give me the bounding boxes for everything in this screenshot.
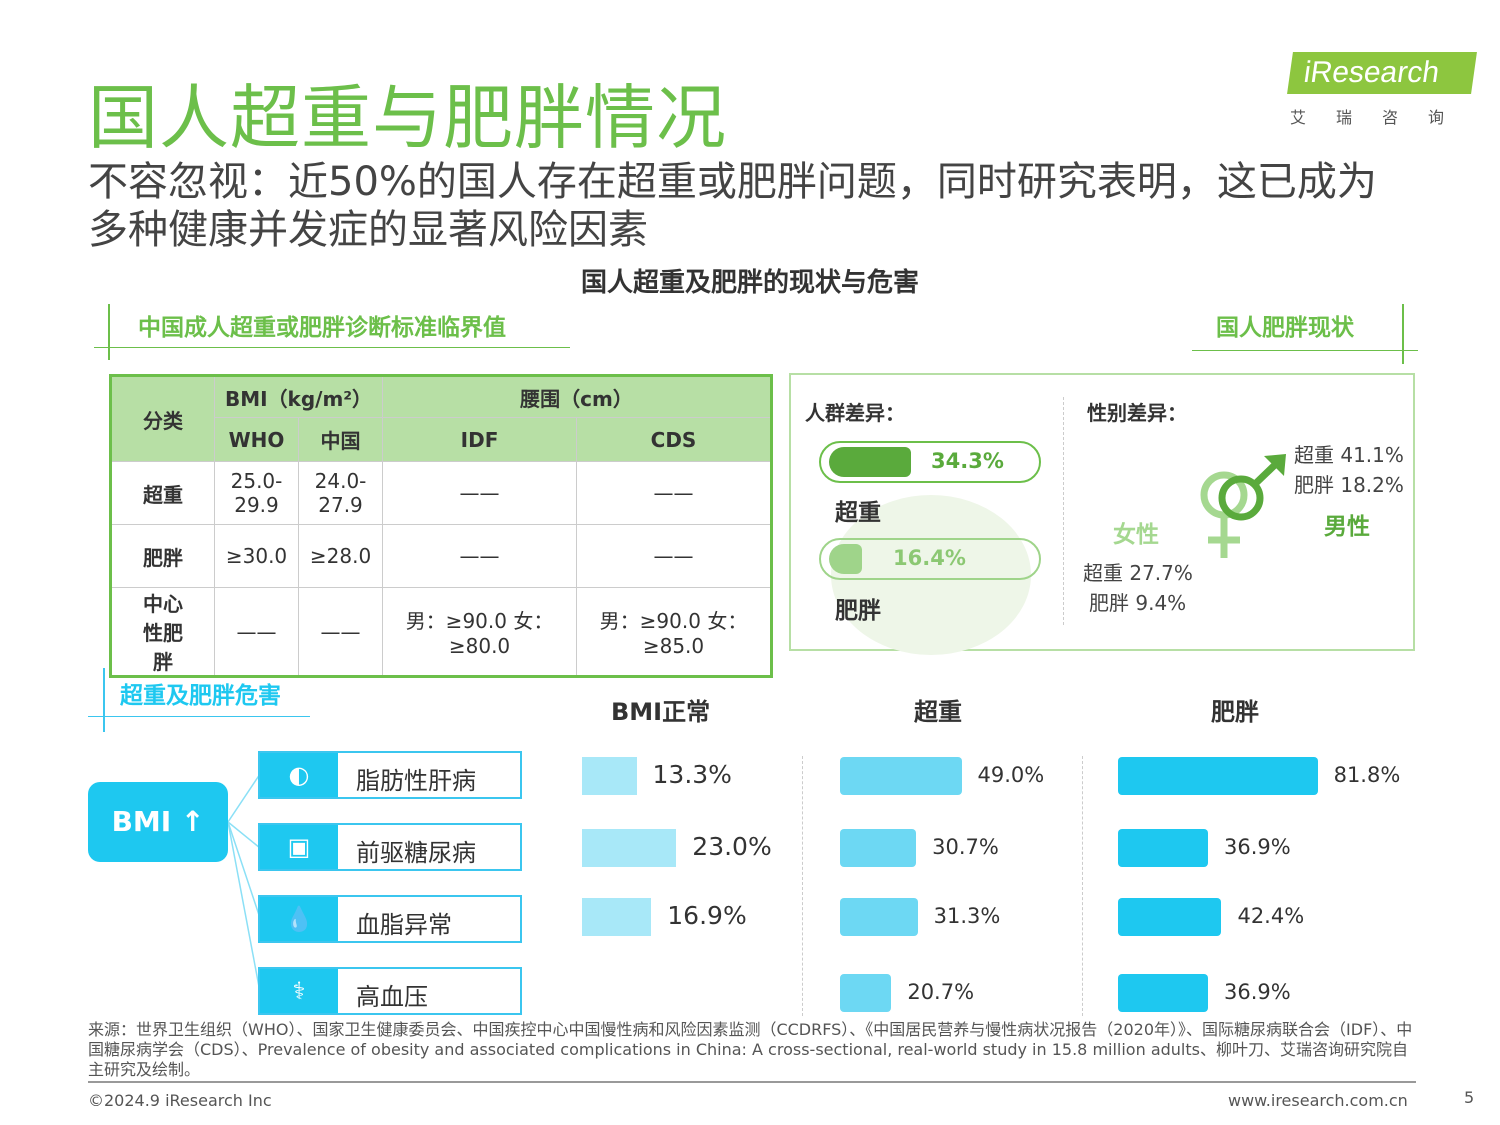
disease-dyslipidemia: 💧 血脂异常 — [258, 895, 522, 943]
cell: —— — [382, 461, 577, 525]
cell: —— — [576, 524, 772, 588]
page-subtitle: 不容忽视：近50%的国人存在超重或肥胖问题，同时研究表明，这已成为多种健康并发症… — [88, 159, 1377, 253]
bar-1-1 — [840, 829, 917, 867]
row-label: 肥胖 — [110, 524, 215, 588]
obese-progress: 16.4% — [819, 538, 1041, 580]
obese-value: 16.4% — [893, 546, 966, 570]
status-heading: 国人肥胖现状 — [1216, 315, 1354, 341]
logo-brand: iResearch — [1287, 52, 1477, 94]
male-label: 男性 — [1324, 514, 1370, 540]
row-label: 超重 — [110, 461, 215, 525]
cell: ≥28.0 — [298, 524, 384, 588]
cell: 男：≥90.0 女：≥85.0 — [576, 587, 772, 677]
disease-hypertension: ⚕ 高血压 — [258, 967, 522, 1015]
bar-label: 20.7% — [907, 980, 975, 1004]
table-row: 肥胖 ≥30.0 ≥28.0 —— —— — [110, 524, 772, 588]
overweight-value: 34.3% — [931, 449, 1004, 473]
gender-symbol-icon — [1200, 454, 1286, 558]
bar-label: 30.7% — [932, 835, 999, 859]
cell: —— — [298, 587, 384, 677]
bar-label: 31.3% — [933, 904, 1001, 928]
overweight-label: 超重 — [835, 500, 881, 526]
bar-2-3 — [1118, 974, 1209, 1012]
disease-label: 高血压 — [356, 983, 428, 1011]
bar-2-0 — [1118, 757, 1318, 795]
source-note: 来源：世界卫生组织（WHO）、国家卫生健康委员会、中国疾控中心中国慢性病和风险因… — [88, 1020, 1413, 1079]
bar-label: 42.4% — [1237, 904, 1305, 928]
status-panel: 人群差异： 34.3% 超重 16.4% 肥胖 性别差异： 女性 超重 27.7… — [789, 373, 1415, 655]
table-row: 中心性肥胖 —— —— 男：≥90.0 女：≥80.0 男：≥90.0 女：≥8… — [110, 587, 772, 677]
criteria-table: 分类 BMI（kg/m²） 腰围（cm） WHO 中国 IDF CDS 超重 2… — [109, 374, 773, 678]
group-waist: 腰围（cm） — [382, 375, 772, 418]
col-who: WHO — [213, 417, 300, 462]
bar-2-2 — [1118, 898, 1222, 936]
liver-icon: ◐ — [260, 753, 338, 797]
overweight-progress: 34.3% — [819, 441, 1041, 483]
col-category: 分类 — [110, 375, 215, 462]
row-label: 中心性肥胖 — [110, 587, 215, 677]
female-obese: 肥胖 9.4% — [1089, 591, 1187, 615]
col-china: 中国 — [298, 417, 384, 462]
col-head-normal: BMI正常 — [611, 698, 711, 726]
male-obese: 肥胖 18.2% — [1294, 473, 1404, 497]
bar-label: 23.0% — [692, 832, 772, 861]
logo-cn: 艾瑞咨询 — [1290, 108, 1475, 127]
bar-label: 36.9% — [1224, 835, 1291, 859]
col-head-overweight: 超重 — [914, 698, 962, 726]
cell: —— — [382, 524, 577, 588]
bar-label: 36.9% — [1224, 980, 1291, 1004]
cell: 24.0-27.9 — [298, 461, 384, 525]
cell: —— — [213, 587, 300, 677]
bar-label: 81.8% — [1333, 763, 1401, 787]
page-title: 国人超重与肥胖情况 — [88, 77, 727, 159]
disease-fatty-liver: ◐ 脂肪性肝病 — [258, 751, 522, 799]
disease-label: 血脂异常 — [356, 911, 452, 939]
cell: 男：≥90.0 女：≥80.0 — [382, 587, 577, 677]
bar-0-1 — [582, 829, 677, 867]
bar-0-2 — [582, 898, 652, 936]
connector-lines — [228, 773, 260, 993]
disease-prediabetes: ▣ 前驱糖尿病 — [258, 823, 522, 871]
criteria-heading: 中国成人超重或肥胖诊断标准临界值 — [138, 315, 506, 341]
male-overweight: 超重 41.1% — [1294, 443, 1404, 467]
bar-1-0 — [840, 757, 962, 795]
table-row: 超重 25.0-29.9 24.0-27.9 —— —— — [110, 461, 772, 525]
page-number: 5 — [1464, 1088, 1475, 1107]
cell: ≥30.0 — [213, 524, 300, 588]
logo: iResearch 艾瑞咨询 — [1287, 52, 1477, 128]
disease-label: 脂肪性肝病 — [356, 767, 476, 795]
bar-2-1 — [1118, 829, 1209, 867]
population-label: 人群差异： — [805, 401, 905, 425]
stethoscope-icon: ⚕ — [260, 969, 338, 1013]
female-label: 女性 — [1113, 522, 1159, 548]
divider — [1063, 397, 1064, 625]
obese-label: 肥胖 — [835, 598, 881, 624]
footer-url[interactable]: www.iresearch.com.cn — [1228, 1091, 1408, 1110]
glucose-meter-icon: ▣ — [260, 825, 338, 869]
group-bmi: BMI（kg/m²） — [213, 375, 384, 418]
col-idf: IDF — [382, 417, 577, 462]
bar-0-0 — [582, 757, 637, 795]
decor-blob — [831, 495, 1031, 655]
female-overweight: 超重 27.7% — [1083, 561, 1193, 585]
section-title: 国人超重及肥胖的现状与危害 — [580, 268, 919, 298]
copyright: ©2024.9 iResearch Inc — [88, 1091, 272, 1110]
blood-drop-icon: 💧 — [260, 897, 338, 941]
bmi-rise-badge: BMI ↑ — [88, 782, 228, 862]
bar-1-2 — [840, 898, 918, 936]
bar-label: 16.9% — [667, 901, 747, 930]
cell: —— — [576, 461, 772, 525]
gender-label: 性别差异： — [1087, 401, 1187, 425]
bar-1-3 — [840, 974, 892, 1012]
col-cds: CDS — [576, 417, 772, 462]
bar-label: 13.3% — [652, 760, 732, 789]
disease-label: 前驱糖尿病 — [356, 839, 476, 867]
col-head-obese: 肥胖 — [1211, 698, 1259, 726]
bar-label: 49.0% — [977, 763, 1045, 787]
harms-heading: 超重及肥胖危害 — [120, 683, 281, 709]
cell: 25.0-29.9 — [213, 461, 300, 525]
